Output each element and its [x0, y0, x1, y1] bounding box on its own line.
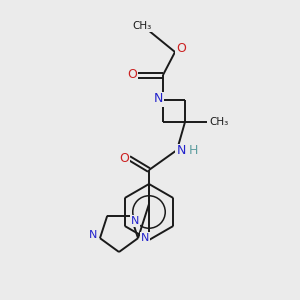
Text: N: N: [141, 233, 149, 243]
Text: N: N: [130, 216, 139, 226]
Text: N: N: [89, 230, 97, 240]
Text: O: O: [176, 41, 186, 55]
Text: CH₃: CH₃: [209, 117, 229, 127]
Text: N: N: [176, 145, 186, 158]
Text: O: O: [119, 152, 129, 164]
Text: O: O: [127, 68, 137, 82]
Text: N: N: [153, 92, 163, 106]
Text: CH₃: CH₃: [132, 21, 152, 31]
Text: H: H: [188, 145, 198, 158]
